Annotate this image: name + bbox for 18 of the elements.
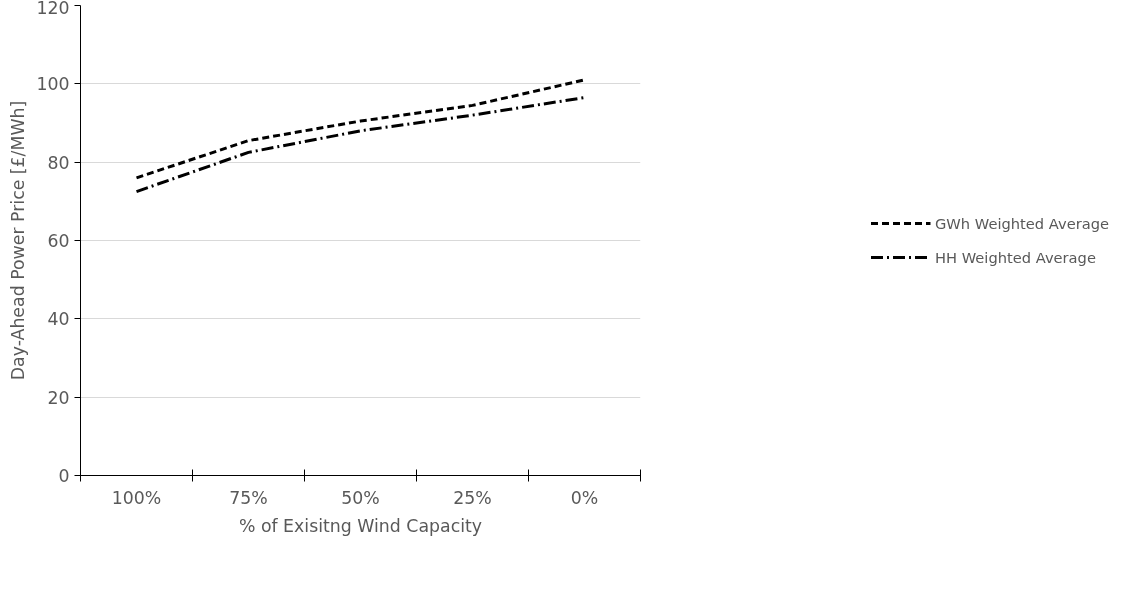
y-tick-label: 40 [47, 309, 70, 330]
y-tick-label: 20 [47, 387, 70, 408]
legend-label: GWh Weighted Average [934, 214, 1110, 232]
x-tick-label: 50% [341, 487, 380, 508]
line-series [135, 78, 586, 180]
y-tick-label: 0 [58, 466, 70, 486]
x-tick-label: 0% [570, 487, 599, 508]
y-tick-label: 80 [47, 152, 70, 173]
x-tick-label: 100% [111, 487, 162, 508]
x-tick-label: 25% [453, 487, 492, 508]
x-axis-title: % of Exisitng Wind Capacity [238, 515, 483, 536]
line-series [135, 96, 586, 194]
y-tick-label: 100 [36, 74, 70, 95]
x-tick-label: 75% [229, 487, 268, 508]
legend-label: HH Weighted Average [934, 248, 1096, 266]
y-tick-label: 60 [47, 231, 70, 251]
y-axis-title: Day-Ahead Power Price [£/MWh] [8, 100, 29, 381]
y-tick-label: 120 [36, 0, 70, 18]
